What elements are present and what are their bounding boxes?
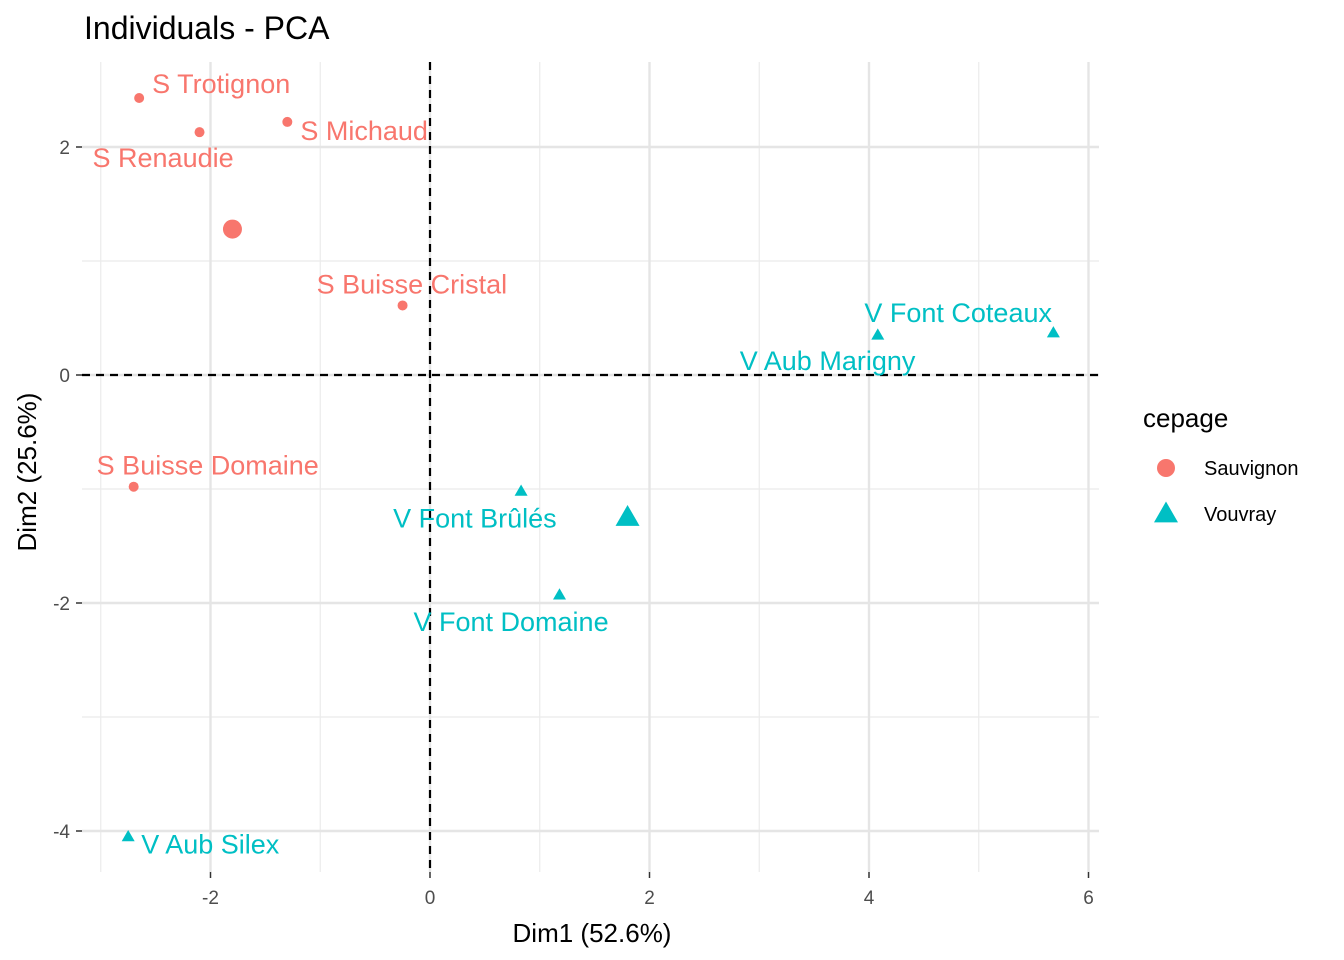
centroid-vouvray <box>615 505 640 526</box>
y-axis-title: Dim2 (25.6%) <box>12 393 42 552</box>
point-vouvray <box>1046 326 1060 338</box>
centroid-sauvignon <box>222 219 242 239</box>
point-labels: S Michaud S Renaudie S Trotignon S Buisse D… <box>93 69 1053 860</box>
point-sauvignon <box>128 481 139 492</box>
point-label-vouvray: V Aub Silex <box>141 830 280 860</box>
x-tick-label: -2 <box>202 888 219 909</box>
point-vouvray <box>514 484 528 496</box>
chart-title: Individuals - PCA <box>84 10 330 46</box>
x-tick-label: 2 <box>644 888 655 909</box>
point-label-sauvignon: S Buisse Domaine <box>97 451 319 481</box>
point-sauvignon <box>134 92 145 103</box>
reference-lines <box>82 62 1099 872</box>
legend: cepage Sauvignon Vouvray <box>1143 403 1299 526</box>
legend-key-vouvray <box>1154 501 1178 523</box>
point-vouvray <box>121 829 135 842</box>
point-sauvignon <box>282 116 293 127</box>
point-sauvignon <box>397 300 408 311</box>
x-tick-label: 6 <box>1083 888 1094 909</box>
y-tick-label: -4 <box>53 822 70 843</box>
point-label-sauvignon: S Trotignon <box>152 69 290 99</box>
point-label-sauvignon: S Michaud <box>300 116 428 146</box>
x-tick-label: 4 <box>864 888 875 909</box>
point-label-vouvray: V Aub Marigny <box>740 346 916 376</box>
point-vouvray <box>553 588 567 600</box>
axis-ticks: -2 0 2 4 6 -4 -2 0 2 <box>53 138 1094 909</box>
y-tick-label: 0 <box>59 366 70 387</box>
legend-title: cepage <box>1143 403 1228 433</box>
point-label-vouvray: V Font Coteaux <box>864 298 1052 328</box>
y-tick-label: -2 <box>53 594 70 615</box>
y-tick-label: 2 <box>59 138 70 159</box>
point-label-sauvignon: S Buisse Cristal <box>317 269 508 299</box>
x-axis-title: Dim1 (52.6%) <box>513 918 672 948</box>
points <box>121 92 1060 842</box>
legend-label-sauvignon: Sauvignon <box>1204 458 1299 480</box>
grid <box>82 62 1099 872</box>
point-label-vouvray: V Font Brûlés <box>393 503 557 533</box>
point-sauvignon <box>194 127 205 138</box>
legend-key-sauvignon <box>1157 459 1175 477</box>
legend-label-vouvray: Vouvray <box>1204 504 1276 526</box>
point-label-vouvray: V Font Domaine <box>414 607 609 637</box>
point-label-sauvignon: S Renaudie <box>93 143 234 173</box>
point-vouvray <box>871 328 885 340</box>
x-tick-label: 0 <box>425 888 436 909</box>
